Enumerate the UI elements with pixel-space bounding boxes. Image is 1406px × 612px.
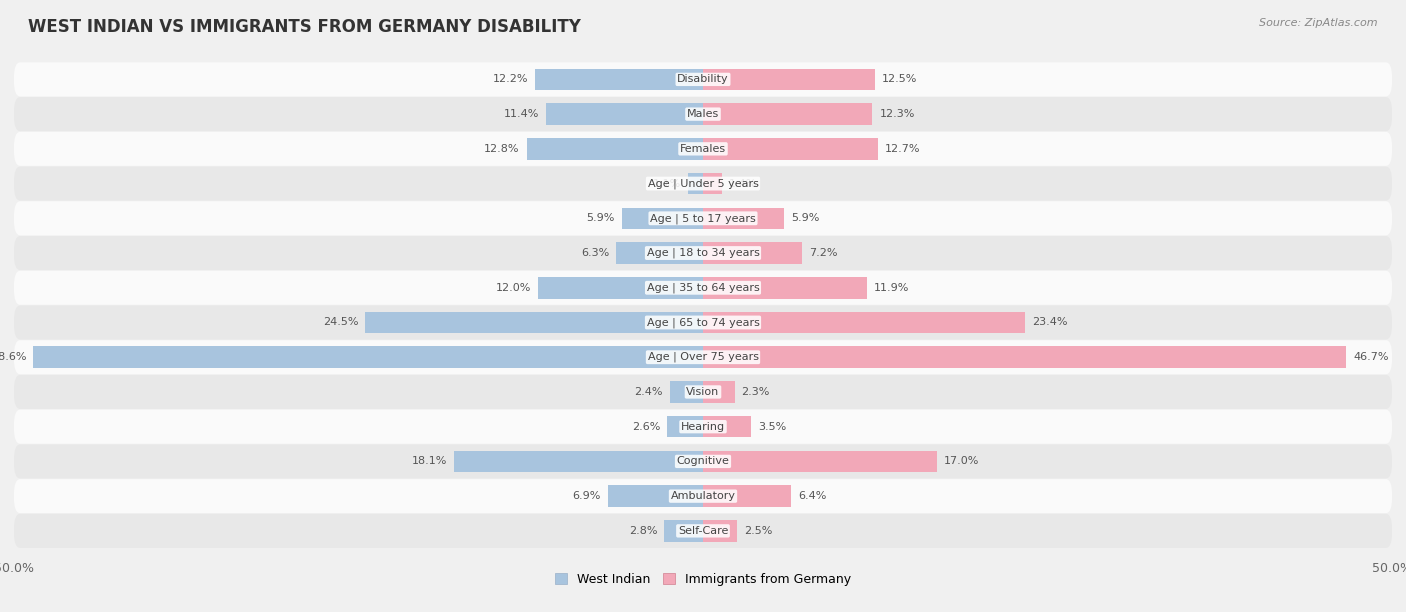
Text: 17.0%: 17.0% bbox=[945, 457, 980, 466]
Text: 18.1%: 18.1% bbox=[412, 457, 447, 466]
Bar bbox=[534, 69, 703, 90]
Bar bbox=[703, 381, 735, 403]
FancyBboxPatch shape bbox=[14, 271, 1392, 305]
Text: Males: Males bbox=[688, 109, 718, 119]
Text: 5.9%: 5.9% bbox=[586, 214, 614, 223]
FancyBboxPatch shape bbox=[14, 375, 1392, 409]
Text: Age | 18 to 34 years: Age | 18 to 34 years bbox=[647, 248, 759, 258]
Bar bbox=[703, 207, 785, 229]
Text: Cognitive: Cognitive bbox=[676, 457, 730, 466]
Text: 6.4%: 6.4% bbox=[799, 491, 827, 501]
Text: 2.4%: 2.4% bbox=[634, 387, 664, 397]
Text: Age | 65 to 74 years: Age | 65 to 74 years bbox=[647, 317, 759, 328]
Bar bbox=[454, 450, 703, 472]
Bar bbox=[527, 138, 703, 160]
Bar bbox=[703, 520, 738, 542]
Bar bbox=[703, 242, 803, 264]
Bar bbox=[34, 346, 703, 368]
Bar bbox=[621, 207, 703, 229]
Text: Vision: Vision bbox=[686, 387, 720, 397]
Text: Self-Care: Self-Care bbox=[678, 526, 728, 536]
FancyBboxPatch shape bbox=[14, 236, 1392, 270]
Bar bbox=[703, 346, 1347, 368]
Text: 23.4%: 23.4% bbox=[1032, 318, 1067, 327]
FancyBboxPatch shape bbox=[14, 97, 1392, 131]
Text: 12.5%: 12.5% bbox=[882, 75, 918, 84]
Text: 6.9%: 6.9% bbox=[572, 491, 600, 501]
Text: 12.0%: 12.0% bbox=[495, 283, 531, 293]
Bar bbox=[703, 173, 723, 195]
FancyBboxPatch shape bbox=[14, 479, 1392, 513]
Text: 7.2%: 7.2% bbox=[808, 248, 838, 258]
Text: 12.8%: 12.8% bbox=[484, 144, 520, 154]
FancyBboxPatch shape bbox=[14, 340, 1392, 375]
Bar bbox=[607, 485, 703, 507]
Text: Age | Over 75 years: Age | Over 75 years bbox=[648, 352, 758, 362]
Bar bbox=[665, 520, 703, 542]
Bar bbox=[546, 103, 703, 125]
Text: 2.3%: 2.3% bbox=[741, 387, 770, 397]
Text: Age | Under 5 years: Age | Under 5 years bbox=[648, 178, 758, 189]
FancyBboxPatch shape bbox=[14, 409, 1392, 444]
Text: Hearing: Hearing bbox=[681, 422, 725, 431]
FancyBboxPatch shape bbox=[14, 201, 1392, 236]
Text: Disability: Disability bbox=[678, 75, 728, 84]
Bar bbox=[703, 485, 792, 507]
Bar bbox=[703, 312, 1025, 334]
Text: 48.6%: 48.6% bbox=[0, 353, 27, 362]
Bar bbox=[703, 69, 875, 90]
Text: 11.9%: 11.9% bbox=[875, 283, 910, 293]
FancyBboxPatch shape bbox=[14, 166, 1392, 201]
Text: Age | 5 to 17 years: Age | 5 to 17 years bbox=[650, 213, 756, 223]
FancyBboxPatch shape bbox=[14, 132, 1392, 166]
FancyBboxPatch shape bbox=[14, 514, 1392, 548]
Bar bbox=[703, 138, 877, 160]
FancyBboxPatch shape bbox=[14, 305, 1392, 340]
Bar bbox=[703, 450, 938, 472]
Bar bbox=[668, 416, 703, 438]
Text: 1.1%: 1.1% bbox=[652, 179, 681, 188]
Text: 2.8%: 2.8% bbox=[628, 526, 658, 536]
Text: Age | 35 to 64 years: Age | 35 to 64 years bbox=[647, 283, 759, 293]
Bar bbox=[537, 277, 703, 299]
Text: Ambulatory: Ambulatory bbox=[671, 491, 735, 501]
Text: 12.3%: 12.3% bbox=[879, 109, 915, 119]
Text: Source: ZipAtlas.com: Source: ZipAtlas.com bbox=[1260, 18, 1378, 28]
Text: 12.2%: 12.2% bbox=[492, 75, 529, 84]
Text: 2.5%: 2.5% bbox=[744, 526, 773, 536]
Bar bbox=[688, 173, 703, 195]
Text: 5.9%: 5.9% bbox=[792, 214, 820, 223]
Text: 24.5%: 24.5% bbox=[323, 318, 359, 327]
Bar bbox=[669, 381, 703, 403]
Legend: West Indian, Immigrants from Germany: West Indian, Immigrants from Germany bbox=[550, 568, 856, 591]
Text: 6.3%: 6.3% bbox=[581, 248, 609, 258]
Text: 12.7%: 12.7% bbox=[884, 144, 921, 154]
Text: 3.5%: 3.5% bbox=[758, 422, 786, 431]
Text: Females: Females bbox=[681, 144, 725, 154]
Text: WEST INDIAN VS IMMIGRANTS FROM GERMANY DISABILITY: WEST INDIAN VS IMMIGRANTS FROM GERMANY D… bbox=[28, 18, 581, 36]
Bar bbox=[703, 103, 873, 125]
FancyBboxPatch shape bbox=[14, 62, 1392, 97]
Bar bbox=[616, 242, 703, 264]
Text: 2.6%: 2.6% bbox=[631, 422, 661, 431]
Bar bbox=[703, 416, 751, 438]
Text: 11.4%: 11.4% bbox=[503, 109, 538, 119]
Bar bbox=[703, 277, 868, 299]
Bar bbox=[366, 312, 703, 334]
Text: 1.4%: 1.4% bbox=[730, 179, 758, 188]
Text: 46.7%: 46.7% bbox=[1354, 353, 1389, 362]
FancyBboxPatch shape bbox=[14, 444, 1392, 479]
